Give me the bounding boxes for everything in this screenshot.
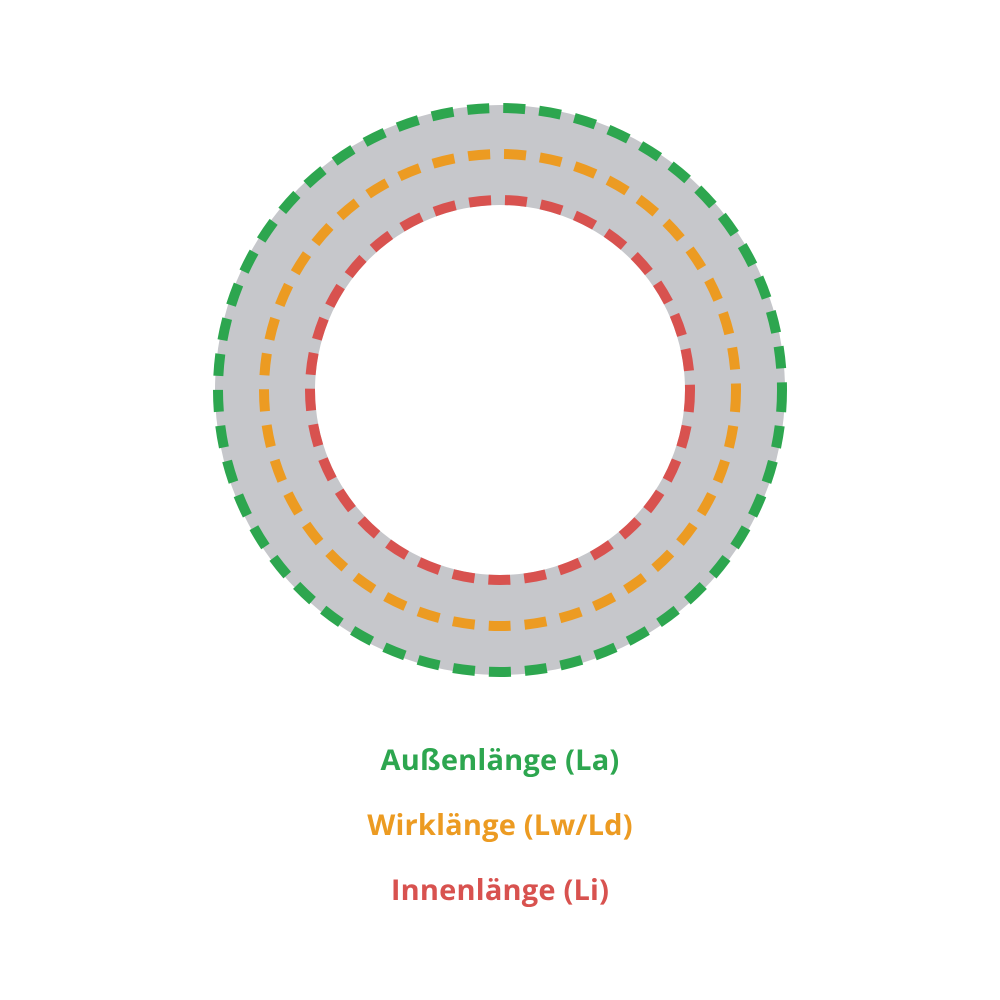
legend-middle-label: Wirklänge (Lw/Ld)	[367, 805, 633, 844]
legend: Außenlänge (La) Wirklänge (Lw/Ld) Innenl…	[367, 740, 633, 909]
legend-outer-label: Außenlänge (La)	[381, 740, 620, 779]
ring-svg	[0, 0, 1000, 740]
ring-diagram	[0, 0, 1000, 740]
legend-inner-label: Innenlänge (Li)	[391, 870, 609, 909]
